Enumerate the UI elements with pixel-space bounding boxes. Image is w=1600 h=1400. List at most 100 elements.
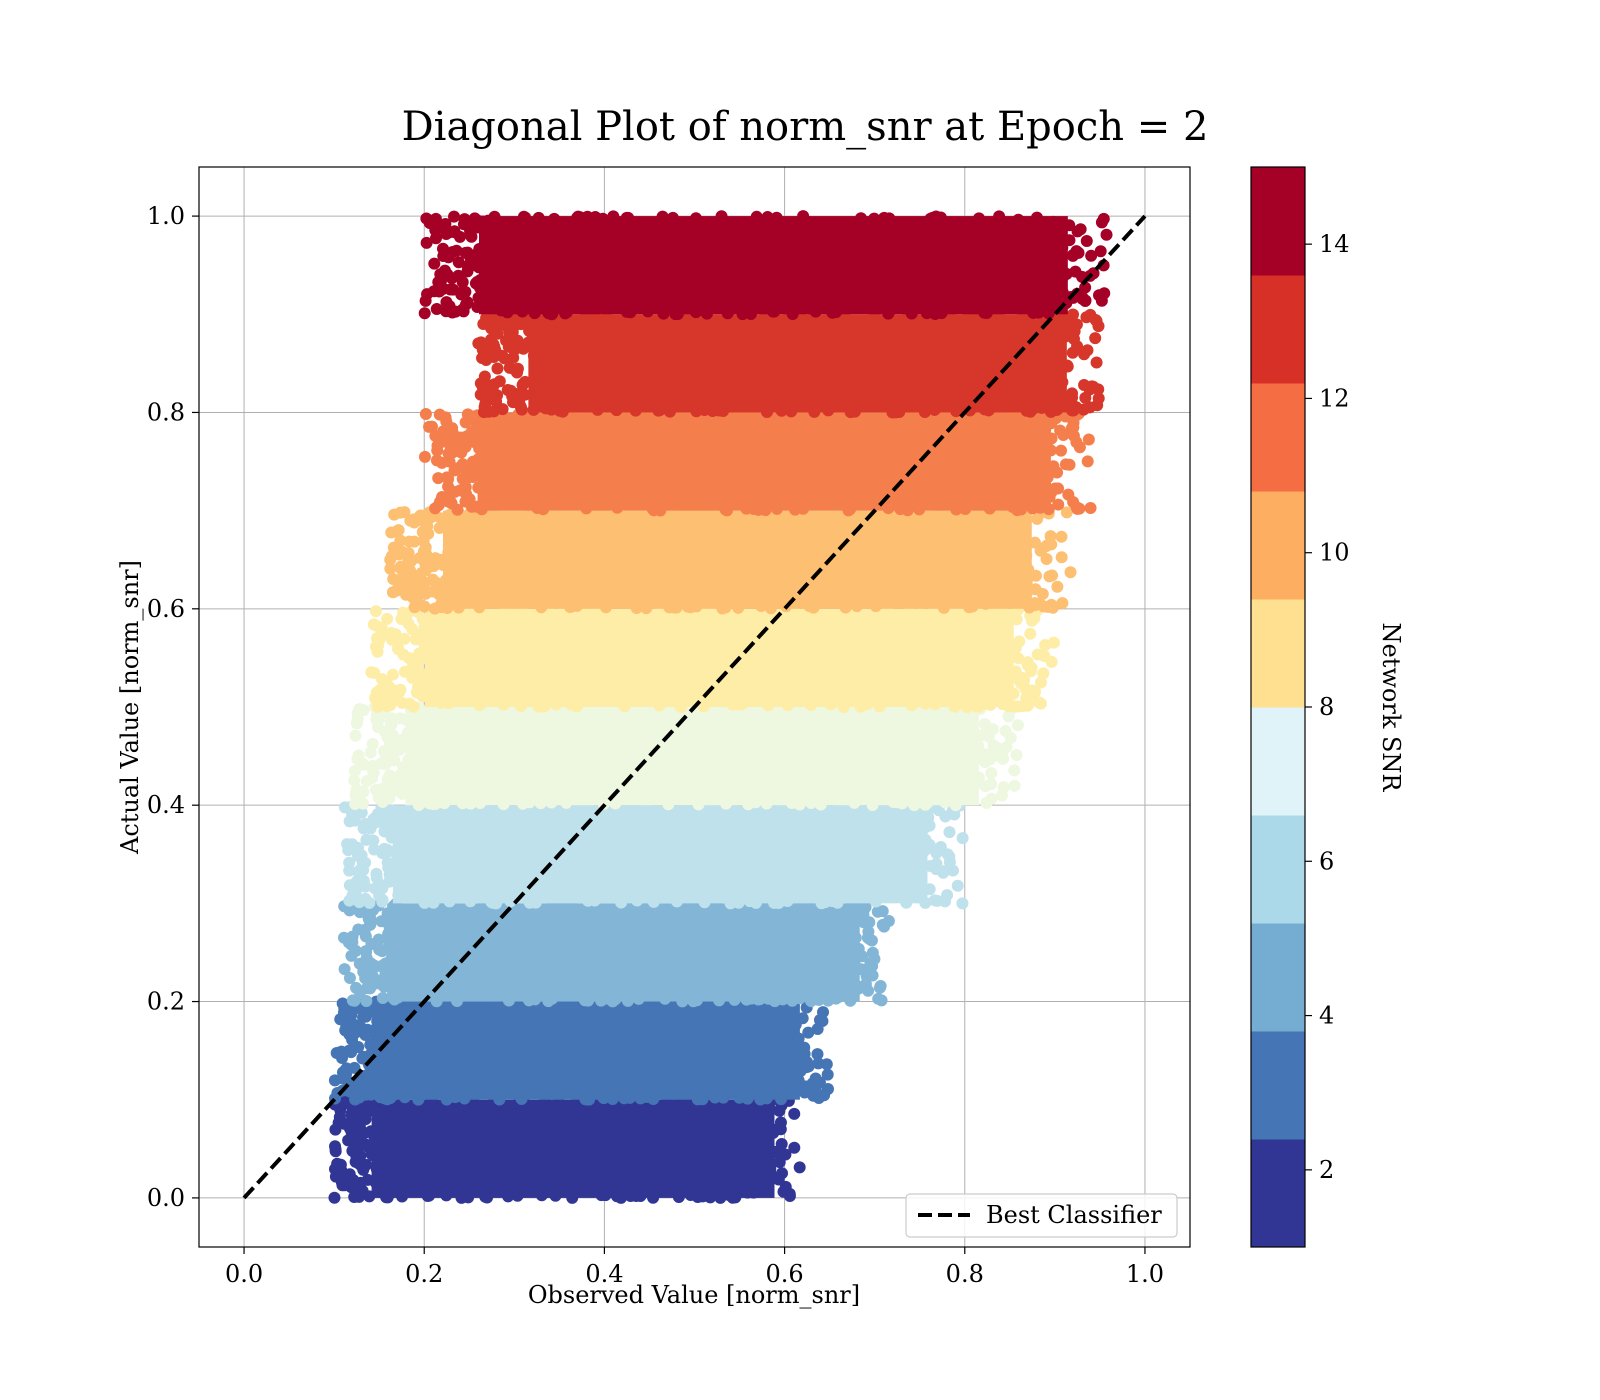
- scatter-point: [744, 1019, 757, 1032]
- scatter-point: [443, 895, 456, 908]
- scatter-point: [367, 834, 380, 847]
- scatter-point: [772, 1014, 785, 1027]
- scatter-point: [951, 632, 964, 645]
- scatter-point: [336, 997, 349, 1010]
- scatter-point: [360, 775, 373, 788]
- scatter-point: [691, 1093, 704, 1106]
- scatter-point: [357, 874, 370, 887]
- scatter-point: [656, 210, 669, 223]
- scatter-point: [634, 1092, 647, 1105]
- scatter-point: [434, 654, 447, 667]
- scatter-point: [433, 408, 446, 421]
- scatter-point: [997, 781, 1010, 794]
- scatter-point: [413, 716, 426, 729]
- scatter-point: [787, 1087, 800, 1100]
- scatter-point: [1042, 503, 1055, 516]
- scatter-point: [432, 581, 445, 594]
- scatter-point: [437, 558, 450, 571]
- scatter-point: [419, 408, 432, 421]
- scatter-point: [1089, 332, 1102, 345]
- scatter-point: [615, 896, 628, 909]
- scatter-point: [1051, 350, 1064, 363]
- scatter-point: [582, 994, 595, 1007]
- x-tick-label: 0.8: [946, 1260, 984, 1288]
- scatter-point: [542, 995, 555, 1008]
- scatter-point: [936, 719, 949, 732]
- scatter-point: [935, 773, 948, 786]
- scatter-point: [832, 944, 845, 957]
- colorbar-tick-label: 6: [1319, 847, 1334, 875]
- scatter-point: [918, 405, 931, 418]
- scatter-point: [738, 1138, 751, 1151]
- scatter-point: [376, 688, 389, 701]
- scatter-point: [786, 994, 799, 1007]
- y-tick-label: 0.4: [147, 791, 185, 819]
- scatter-point: [348, 765, 361, 778]
- colorbar-segment: [1251, 1139, 1305, 1248]
- scatter-point: [780, 1071, 793, 1084]
- scatter-point: [1000, 373, 1013, 386]
- scatter-point: [1077, 403, 1090, 416]
- scatter-point: [1045, 432, 1058, 445]
- scatter-point: [407, 700, 420, 713]
- scatter-point: [882, 914, 895, 927]
- x-tick-label: 0.4: [585, 1260, 623, 1288]
- scatter-point: [866, 799, 879, 812]
- scatter-point: [417, 534, 430, 547]
- scatter-point: [719, 601, 732, 614]
- scatter-point: [728, 1028, 741, 1041]
- scatter-point: [545, 308, 558, 321]
- scatter-point: [519, 211, 532, 224]
- scatter-point: [449, 1091, 462, 1104]
- scatter-point: [889, 796, 902, 809]
- scatter-point: [768, 305, 781, 318]
- scatter-point: [728, 993, 741, 1006]
- scatter-point: [405, 555, 418, 568]
- scatter-point: [919, 844, 932, 857]
- scatter-point: [429, 502, 442, 515]
- scatter-point: [926, 211, 939, 224]
- scatter-point: [477, 318, 490, 331]
- scatter-point: [369, 605, 382, 618]
- scatter-point: [532, 700, 545, 713]
- scatter-point: [343, 879, 356, 892]
- scatter-point: [1023, 289, 1036, 302]
- scatter-point: [844, 994, 857, 1007]
- scatter-point: [429, 429, 442, 442]
- scatter-point: [1052, 482, 1065, 495]
- scatter-point: [689, 306, 702, 319]
- scatter-point: [412, 1093, 425, 1106]
- scatter-point: [864, 874, 877, 887]
- y-tick-label: 1.0: [147, 202, 185, 230]
- scatter-point: [983, 753, 996, 766]
- scatter-point: [967, 541, 980, 554]
- scatter-point: [798, 1047, 811, 1060]
- scatter-point: [1041, 482, 1054, 495]
- colorbar-segment: [1251, 167, 1305, 276]
- scatter-point: [792, 1032, 805, 1045]
- scatter-point: [906, 880, 919, 893]
- scatter-point: [782, 947, 795, 960]
- scatter-point: [746, 1008, 759, 1021]
- scatter-point: [366, 1149, 379, 1162]
- scatter-point: [1041, 471, 1054, 484]
- legend: Best Classifier: [905, 1193, 1178, 1238]
- scatter-point: [497, 798, 510, 811]
- scatter-point: [435, 456, 448, 469]
- scatter-point: [370, 871, 383, 884]
- scatter-point: [383, 934, 396, 947]
- scatter-point: [951, 427, 964, 440]
- scatter-point: [398, 1091, 411, 1104]
- scatter-point: [919, 660, 932, 673]
- scatter-point: [1011, 719, 1024, 732]
- scatter-point: [757, 1011, 770, 1024]
- scatter-point: [1003, 640, 1016, 653]
- scatter-point: [1029, 376, 1042, 389]
- scatter-point: [495, 497, 508, 510]
- scatter-point: [727, 1107, 740, 1120]
- scatter-point: [428, 602, 441, 615]
- scatter-point: [452, 256, 465, 269]
- scatter-point: [986, 395, 999, 408]
- scatter-point: [382, 1011, 395, 1024]
- scatter-point: [353, 896, 366, 909]
